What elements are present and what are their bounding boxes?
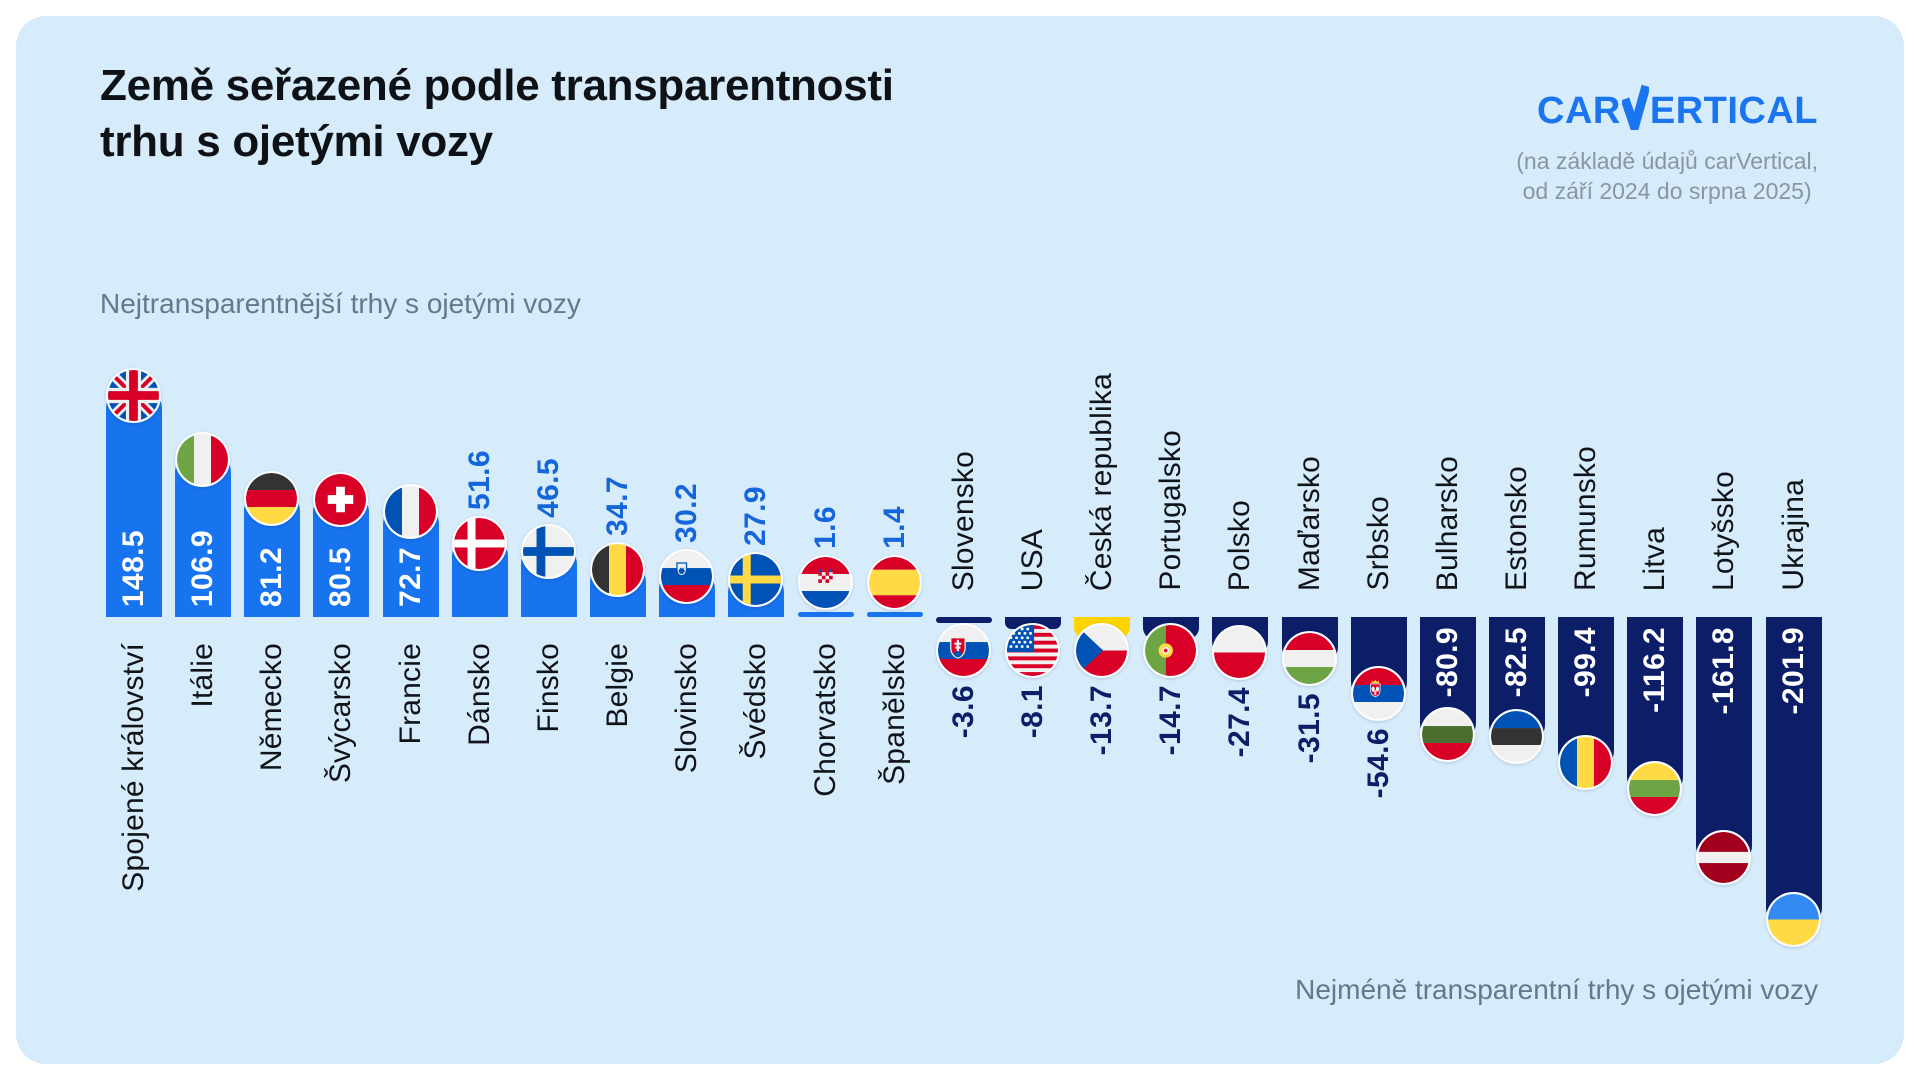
lv-flag-icon <box>1696 830 1752 886</box>
hr-flag-icon <box>797 555 853 610</box>
value-label-es: 1.4 <box>877 506 911 549</box>
country-label-pl: Polsko <box>1223 499 1257 591</box>
es-flag-icon <box>866 555 922 610</box>
gb-flag-icon <box>106 368 161 424</box>
page-title: Země seřazené podle transparentnosti trh… <box>100 58 894 170</box>
si-flag-icon <box>659 548 715 604</box>
country-label-lv: Lotyšsko <box>1707 471 1741 591</box>
logo-text-car: CAR <box>1537 90 1621 132</box>
country-label-pt: Portugalsko <box>1154 430 1188 591</box>
bar-lv <box>1696 617 1753 865</box>
value-label-dk: 51.6 <box>462 450 496 511</box>
country-label-ro: Rumunsko <box>1569 446 1603 591</box>
pt-flag-icon <box>1143 623 1199 678</box>
country-label-it: Itálie <box>186 643 220 708</box>
bg-flag-icon <box>1419 706 1475 762</box>
value-label-sk: -3.6 <box>946 685 980 739</box>
fi-flag-icon <box>520 523 576 579</box>
label-most-transparent: Nejtransparentnější trhy s ojetými vozy <box>100 288 581 319</box>
country-label-hr: Chorvatsko <box>808 643 842 797</box>
logo-text-ertical: ERTICAL <box>1649 90 1818 132</box>
rs-flag-icon <box>1350 666 1406 722</box>
fr-flag-icon <box>382 483 438 539</box>
ro-flag-icon <box>1558 734 1614 790</box>
bar-hr <box>797 612 854 617</box>
country-label-rs: Srbsko <box>1361 496 1395 591</box>
country-label-ch: Švýcarsko <box>324 643 358 784</box>
hu-flag-icon <box>1281 631 1337 687</box>
value-label-fr: 72.7 <box>393 547 427 607</box>
ch-flag-icon <box>313 471 369 527</box>
title-line-1: Země seřazené podle transparentnosti <box>100 61 894 110</box>
country-label-fi: Finsko <box>531 643 565 733</box>
country-label-be: Belgie <box>601 643 635 728</box>
value-label-cz: -13.7 <box>1085 685 1119 756</box>
ee-flag-icon <box>1489 709 1544 765</box>
checkmark-v-icon <box>1621 84 1650 130</box>
value-label-ee: -82.5 <box>1500 627 1533 698</box>
carvertical-logo: CAR ERTICAL <box>1537 84 1818 130</box>
lt-flag-icon <box>1627 760 1683 816</box>
country-label-dk: Dánsko <box>462 643 496 746</box>
country-label-ee: Estonsko <box>1500 466 1533 591</box>
source-note: (na základě údajů carVertical, od září 2… <box>1516 146 1818 206</box>
value-label-ua: -201.9 <box>1776 627 1810 715</box>
us-flag-icon <box>1004 623 1060 678</box>
value-label-bg: -80.9 <box>1430 627 1464 698</box>
value-label-de: 81.2 <box>255 547 289 607</box>
value-label-fi: 46.5 <box>531 457 565 518</box>
ua-flag-icon <box>1765 891 1821 947</box>
country-label-lt: Litva <box>1638 526 1672 591</box>
country-label-gb: Spojené království <box>117 643 150 892</box>
source-line-1: (na základě údajů carVertical, <box>1516 148 1818 174</box>
country-label-fr: Francie <box>393 643 427 745</box>
bar-ua <box>1765 617 1822 926</box>
value-label-ro: -99.4 <box>1569 627 1603 698</box>
value-label-be: 34.7 <box>601 475 635 536</box>
country-label-si: Slovinsko <box>670 643 704 774</box>
sk-flag-icon <box>935 623 991 678</box>
label-least-transparent: Nejméně transparentní trhy s ojetými voz… <box>1295 974 1818 1005</box>
title-line-2: trhu s ojetými vozy <box>100 117 493 166</box>
value-label-it: 106.9 <box>186 529 220 607</box>
se-flag-icon <box>728 552 784 608</box>
it-flag-icon <box>175 431 231 487</box>
value-label-se: 27.9 <box>739 486 773 547</box>
value-label-ch: 80.5 <box>324 547 358 607</box>
value-label-rs: -54.6 <box>1361 728 1395 799</box>
country-label-de: Německo <box>255 643 289 772</box>
value-label-hu: -31.5 <box>1292 693 1326 764</box>
country-label-bg: Bulharsko <box>1430 455 1464 591</box>
value-label-lv: -161.8 <box>1707 627 1741 715</box>
bar-gb <box>106 390 162 617</box>
country-label-sk: Slovensko <box>946 450 980 591</box>
value-label-pl: -27.4 <box>1223 686 1257 758</box>
bar-es <box>866 612 923 617</box>
dk-flag-icon <box>451 516 507 572</box>
pl-flag-icon <box>1212 624 1268 680</box>
country-label-ua: Ukrajina <box>1776 479 1810 591</box>
country-label-es: Španělsko <box>877 643 911 785</box>
country-label-se: Švédsko <box>739 643 773 760</box>
country-label-us: USA <box>1015 528 1049 591</box>
country-label-hu: Maďarsko <box>1292 455 1326 591</box>
value-label-lt: -116.2 <box>1638 627 1672 713</box>
value-label-si: 30.2 <box>670 482 704 543</box>
cz-flag-icon <box>1074 623 1130 678</box>
value-label-us: -8.1 <box>1015 685 1049 739</box>
country-label-cz: Česká republika <box>1085 372 1119 591</box>
value-label-hr: 1.6 <box>808 506 842 549</box>
de-flag-icon <box>244 470 300 526</box>
value-label-gb: 148.5 <box>117 529 150 607</box>
value-label-pt: -14.7 <box>1154 685 1188 756</box>
be-flag-icon <box>590 541 646 597</box>
source-line-2: od září 2024 do srpna 2025) <box>1522 178 1812 204</box>
bar-sk <box>935 617 992 623</box>
